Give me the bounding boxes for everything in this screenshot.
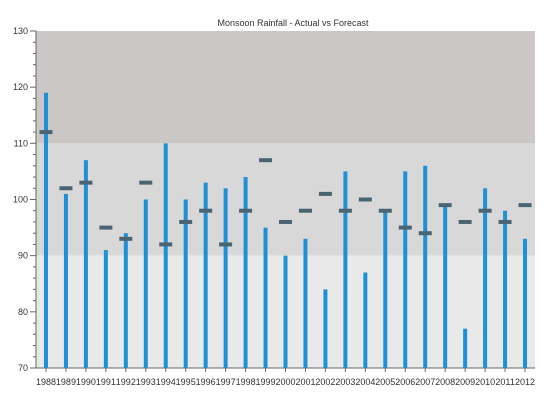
x-tick-label: 2003 <box>335 377 355 387</box>
x-tick-label: 1995 <box>176 377 196 387</box>
x-tick-label: 1996 <box>196 377 216 387</box>
actual-bar <box>363 272 368 368</box>
x-tick-label: 2002 <box>315 377 335 387</box>
actual-bar <box>323 289 328 368</box>
chart-title: Monsoon Rainfall - Actual vs Forecast <box>217 18 369 28</box>
actual-bar <box>123 233 128 368</box>
x-tick-label: 1990 <box>76 377 96 387</box>
forecast-marker <box>418 231 432 236</box>
y-tick-label: 80 <box>18 307 28 317</box>
actual-bar <box>223 188 228 368</box>
forecast-marker <box>298 208 312 213</box>
forecast-marker <box>438 203 452 208</box>
actual-bar <box>463 328 468 368</box>
actual-bar <box>83 160 88 368</box>
forecast-marker <box>119 236 133 241</box>
x-tick-label: 2012 <box>515 377 535 387</box>
x-tick-labels: 1988 1989 1990 1991 1992 1993 1994 1995 1996 1997… <box>36 377 535 387</box>
forecast-marker <box>478 208 492 213</box>
actual-bar <box>383 210 388 368</box>
y-tick-labels: 70 80 90 100 110 120 130 <box>13 26 28 373</box>
forecast-marker <box>518 203 532 208</box>
forecast-marker <box>338 208 352 213</box>
actual-bar <box>203 182 208 368</box>
forecast-marker <box>59 186 73 191</box>
forecast-marker <box>239 208 253 213</box>
x-tick-label: 2001 <box>295 377 315 387</box>
y-tick-label: 120 <box>13 82 28 92</box>
forecast-markers <box>39 130 532 247</box>
forecast-marker <box>398 225 412 230</box>
forecast-marker <box>219 242 233 247</box>
background-bands <box>36 31 535 368</box>
actual-bar <box>523 238 528 368</box>
forecast-marker <box>159 242 173 247</box>
actual-bar <box>403 171 408 368</box>
actual-bar <box>503 210 508 368</box>
actual-bars <box>43 92 528 369</box>
x-tick-label: 1998 <box>236 377 256 387</box>
x-tick-label: 2006 <box>395 377 415 387</box>
actual-bar <box>63 193 68 368</box>
forecast-marker <box>39 130 53 135</box>
x-tick-label: 2007 <box>415 377 435 387</box>
actual-bar <box>443 205 448 368</box>
actual-bar <box>303 238 308 368</box>
forecast-marker <box>498 219 512 224</box>
band-0 <box>36 31 535 144</box>
actual-bar <box>43 92 48 369</box>
forecast-marker <box>79 180 93 185</box>
x-tick-label: 2004 <box>355 377 375 387</box>
x-tick-label: 1991 <box>96 377 116 387</box>
y-tick-label: 110 <box>14 138 28 148</box>
actual-bar <box>103 250 108 368</box>
forecast-marker <box>458 219 472 224</box>
x-tick-label: 1994 <box>156 377 176 387</box>
actual-bar <box>343 171 348 368</box>
x-tick-label: 1993 <box>136 377 156 387</box>
x-tick-label: 1989 <box>56 377 76 387</box>
actual-bar <box>283 255 288 368</box>
actual-bar <box>423 165 428 368</box>
x-tick-label: 1997 <box>216 377 236 387</box>
y-tick-label: 90 <box>18 251 28 261</box>
forecast-marker <box>259 158 273 163</box>
x-tick-label: 2008 <box>435 377 455 387</box>
x-tick-label: 2009 <box>455 377 475 387</box>
forecast-marker <box>99 225 113 230</box>
x-tick-label: 1988 <box>36 377 56 387</box>
band-1 <box>36 143 535 256</box>
actual-bar <box>143 199 148 368</box>
y-tick-label: 130 <box>13 26 28 36</box>
actual-bar <box>183 199 188 368</box>
forecast-marker <box>179 219 193 224</box>
actual-bar <box>263 227 268 368</box>
forecast-marker <box>318 191 332 196</box>
forecast-marker <box>358 197 372 202</box>
x-tick-label: 2005 <box>375 377 395 387</box>
forecast-marker <box>279 219 292 224</box>
x-tick-label: 2000 <box>275 377 295 387</box>
x-tick-label: 1999 <box>256 377 276 387</box>
x-tick-label: 1992 <box>116 377 136 387</box>
x-tick-label: 2011 <box>495 377 514 387</box>
y-tick-label: 70 <box>18 363 28 373</box>
forecast-marker <box>199 208 213 213</box>
actual-bar <box>243 177 248 368</box>
forecast-marker <box>139 180 153 185</box>
axes <box>30 30 535 372</box>
y-tick-label: 100 <box>13 195 28 205</box>
actual-bar <box>483 188 488 368</box>
forecast-marker <box>378 208 392 213</box>
actual-bar <box>163 143 168 368</box>
x-tick-label: 2010 <box>475 377 495 387</box>
